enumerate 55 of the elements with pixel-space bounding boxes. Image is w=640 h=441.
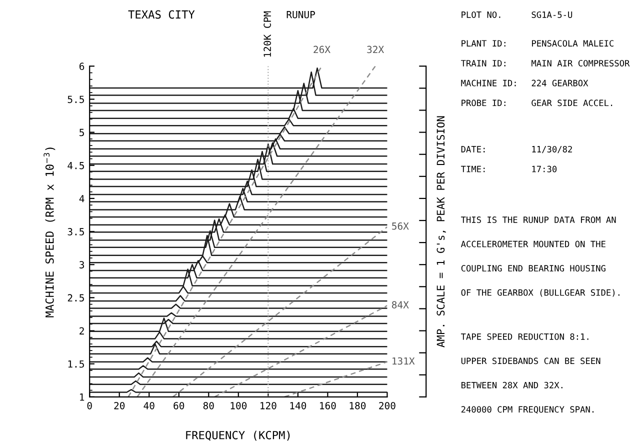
y-tick-label: 3.5 [68, 228, 84, 236]
y-tick-label: 1.5 [68, 360, 84, 368]
text: GEAR SIDE ACCEL. [532, 100, 612, 106]
y-tick-label: 3 [80, 261, 84, 268]
y2-axis-title: AMP. SCALE = 1 G's, PEAK PER DIVISION [436, 116, 446, 348]
text: 17:30 [532, 166, 557, 172]
y-tick-label: 2 [80, 327, 84, 334]
text: 224 GEARBOX [532, 80, 588, 86]
text: ACCELEROMETER MOUNTED ON THE [460, 240, 606, 248]
y-axis-title: MACHINE SPEED (RPM x 10$^{−3}$) [44, 148, 56, 318]
x-tick-label: 0 [87, 402, 92, 410]
text: PLOT NO. [462, 11, 500, 18]
annotation: 131X [392, 357, 415, 365]
text: DATE: [461, 146, 485, 152]
y-tick-label: 6 [80, 62, 84, 70]
text: MAIN AIR COMPRESSOR [532, 60, 630, 66]
annotation: 84X [392, 301, 409, 308]
text: COUPLING END BEARING HOUSING [461, 265, 606, 272]
x-tick-label: 100 [230, 402, 247, 410]
chart-subtitle: TEXAS CITY [128, 10, 195, 19]
text: OF THE GEARBOX (BULLGEAR SIDE). [461, 289, 620, 297]
annotation: 56X [392, 222, 409, 230]
y-tick-label: 2.5 [68, 294, 84, 302]
x-tick-label: 200 [379, 402, 396, 410]
y-tick-label: 4.5 [68, 162, 84, 170]
y-tick-label: 5.5 [68, 96, 84, 104]
text: MACHINE ID: [461, 80, 516, 86]
text: 240000 CPM FREQUENCY SPAN. [461, 406, 594, 414]
text: TIME: [461, 166, 485, 172]
y-tick-label: 1 [80, 394, 84, 401]
text: PENSACOLA MALEIC [532, 40, 614, 47]
annotation: 32X [367, 46, 384, 54]
annotation: 26X [314, 46, 330, 54]
text: 11/30/82 [532, 146, 572, 154]
y-tick-label: 5 [80, 128, 84, 136]
text: TRAIN ID: [461, 60, 506, 66]
x-tick-label: 80 [203, 402, 214, 410]
text: PLANT ID: [462, 40, 506, 46]
text: TAPE SPEED REDUCTION 8:1. [461, 333, 588, 340]
x-tick-label: 160 [320, 402, 336, 410]
ref-line-label: 120K CPM [264, 11, 272, 57]
x-tick-label: 40 [144, 402, 154, 410]
chart-title: RUNUP [286, 11, 315, 18]
text: THIS IS THE RUNUP DATA FROM AN [461, 216, 616, 224]
text: BETWEEN 28X AND 32X. [462, 382, 562, 388]
text: SG1A-5-U [532, 11, 572, 18]
text: PROBE ID: [462, 100, 506, 106]
x-tick-label: 20 [114, 402, 125, 410]
y-tick-label: 4 [79, 195, 84, 202]
x-tick-label: 180 [350, 402, 366, 410]
x-tick-label: 120 [260, 402, 276, 410]
x-axis-title: FREQUENCY (KCPM) [186, 430, 290, 441]
x-tick-label: 60 [174, 402, 184, 410]
text: UPPER SIDEBANDS CAN BE SEEN [461, 358, 600, 364]
x-tick-label: 140 [290, 402, 306, 410]
